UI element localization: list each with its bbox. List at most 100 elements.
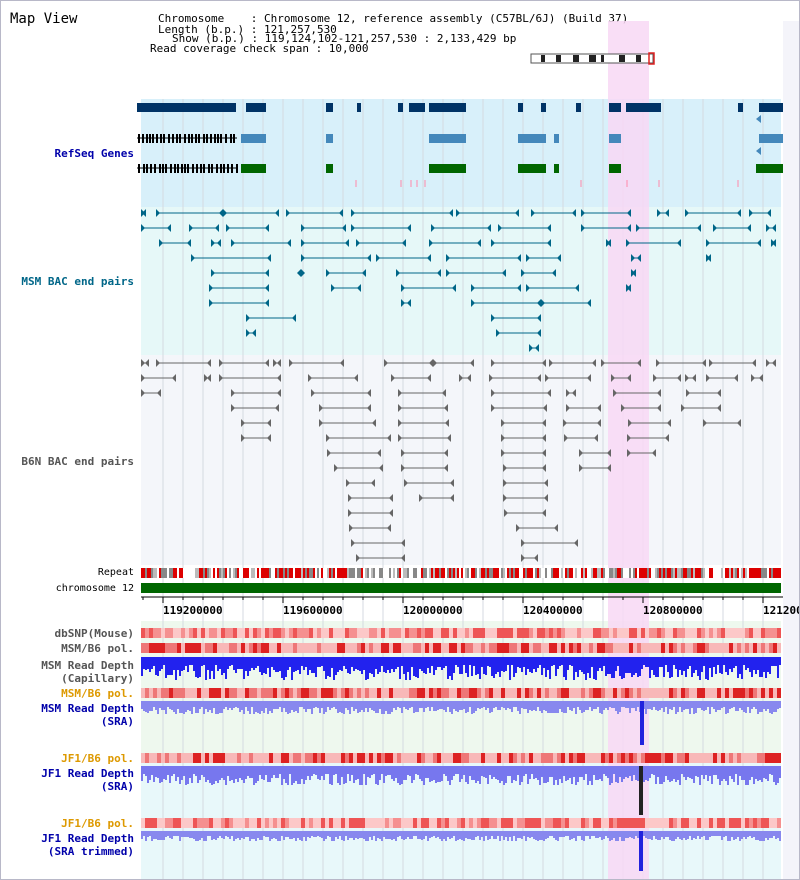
jf1-sra-depth-bar (679, 766, 681, 785)
jf1-b6-polymorphism-cell (729, 753, 733, 763)
jf1-sra-depth-bar (393, 766, 395, 781)
dbsnp-density-cell (433, 628, 437, 638)
msm-sra-depth-bar (569, 701, 571, 710)
b6n-bac-pair-end (442, 389, 446, 397)
jf1-sra-depth-bar (625, 766, 627, 777)
msm-sra-depth-bar (299, 701, 301, 707)
msm-sra-depth-bar (383, 701, 385, 714)
jf1-b6-polymorphism-cell (377, 818, 381, 828)
msm-capillary-depth-bar (455, 657, 457, 665)
msm-capillary-depth-bar (521, 657, 523, 672)
msm-sra-depth-bar (721, 701, 723, 708)
jf1-sra-depth-bar (227, 766, 229, 776)
msm-bac-pair-end (491, 239, 495, 247)
msm-bac-pair-end (471, 284, 475, 292)
jf1-trimmed-depth-bar (683, 831, 685, 838)
msm-b6-polymorphism-cell (173, 688, 177, 698)
msm-bac-pair-end (345, 239, 349, 247)
jf1-b6-polymorphism-cell (617, 753, 621, 763)
jf1-sra-depth-bar (455, 766, 457, 774)
dbsnp-density-cell (497, 628, 501, 638)
gene-strand-arrow (756, 115, 761, 123)
dbsnp-density-cell (401, 628, 405, 638)
msm-capillary-depth-bar (465, 657, 467, 673)
repeat-element (677, 568, 679, 578)
b6n-bac-pair-end (594, 434, 598, 442)
jf1-trimmed-depth-bar (501, 831, 503, 836)
msm-b6-polymorphism-cell (749, 643, 753, 653)
dbsnp-density-cell (257, 628, 261, 638)
msm-sra-depth-bar (729, 701, 731, 709)
jf1-b6-polymorphism-cell (473, 818, 477, 828)
msm-b6-polymorphism-cell (437, 688, 441, 698)
msm-sra-depth-bar (487, 701, 489, 708)
jf1-trimmed-depth-bar (563, 831, 565, 837)
msm-capillary-depth-bar (589, 657, 591, 678)
msm-sra-depth-bar (305, 701, 307, 712)
msm-bac-pair-end (191, 254, 195, 262)
repeat-element (189, 568, 191, 578)
msm-b6-polymorphism-cell (305, 643, 309, 653)
msm-capillary-depth-bar (243, 657, 245, 679)
jf1-b6-polymorphism-cell (753, 818, 757, 828)
dbsnp-density-cell (173, 628, 177, 638)
track-label-jf1-b6-pol: JF1/B6 pol. (61, 752, 134, 765)
b6n-bac-pair-end (653, 374, 657, 382)
jf1-trimmed-depth-bar (693, 831, 695, 838)
b6n-bac-pair-end (501, 434, 505, 442)
msm-capillary-depth-bar (497, 657, 499, 672)
b6n-bac-pair-end (172, 374, 176, 382)
repeat-element (231, 568, 233, 578)
dbsnp-density-cell (473, 628, 477, 638)
jf1-sra-depth-bar (367, 766, 369, 777)
msm-capillary-depth-bar (169, 657, 171, 675)
msm-bac-pair-end (351, 224, 355, 232)
jf1-b6-polymorphism-cell (385, 818, 389, 828)
msm-b6-polymorphism-cell (633, 643, 637, 653)
msm-capillary-depth-bar (413, 657, 415, 676)
jf1-trimmed-depth-bar (587, 831, 589, 836)
msm-b6-polymorphism-cell (621, 688, 625, 698)
msm-capillary-depth-bar (179, 657, 181, 676)
msm-bac-pair-end (356, 239, 360, 247)
msm-capillary-depth-bar (479, 657, 481, 679)
jf1-trimmed-depth-bar (567, 831, 569, 836)
repeat-element (323, 568, 325, 578)
msm-b6-polymorphism-cell (357, 643, 361, 653)
jf1-b6-polymorphism-cell (673, 753, 677, 763)
repeat-element (153, 568, 155, 578)
repeat-element (501, 568, 503, 578)
msm-b6-polymorphism-cell (421, 643, 425, 653)
jf1-sra-depth-bar (651, 766, 653, 774)
dbsnp-density-cell (341, 628, 345, 638)
jf1-sra-depth-bar (257, 766, 259, 781)
jf1-b6-polymorphism-cell (769, 818, 773, 828)
repeat-element (325, 568, 327, 578)
jf1-sra-depth-bar (715, 766, 717, 775)
msm-capillary-depth-bar (147, 657, 149, 669)
dbsnp-density-cell (529, 628, 533, 638)
repeat-element (619, 568, 621, 578)
jf1-sra-depth-bar (347, 766, 349, 774)
jf1-trimmed-depth-bar (663, 831, 665, 839)
repeat-element (415, 568, 417, 578)
b6n-bac-pair-end (275, 404, 279, 412)
jf1-trimmed-depth-bar (603, 831, 605, 839)
msm-capillary-depth-bar (541, 657, 543, 675)
dbsnp-density-cell (533, 628, 537, 638)
jf1-b6-polymorphism-cell (165, 818, 169, 828)
jf1-b6-polymorphism-cell (721, 753, 725, 763)
msm-capillary-depth-bar (737, 657, 739, 678)
repeat-element (259, 568, 261, 578)
msm-b6-polymorphism-cell (537, 688, 541, 698)
jf1-b6-polymorphism-cell (193, 753, 197, 763)
repeat-element (487, 568, 489, 578)
repeat-element (355, 568, 357, 578)
msm-bac-pair-end (362, 269, 366, 277)
jf1-sra-depth-bar (245, 766, 247, 779)
msm-b6-polymorphism-cell (537, 643, 541, 653)
msm-sra-depth-bar (437, 701, 439, 710)
msm-sra-depth-bar (443, 701, 445, 710)
msm-sra-depth-bar (573, 701, 575, 708)
